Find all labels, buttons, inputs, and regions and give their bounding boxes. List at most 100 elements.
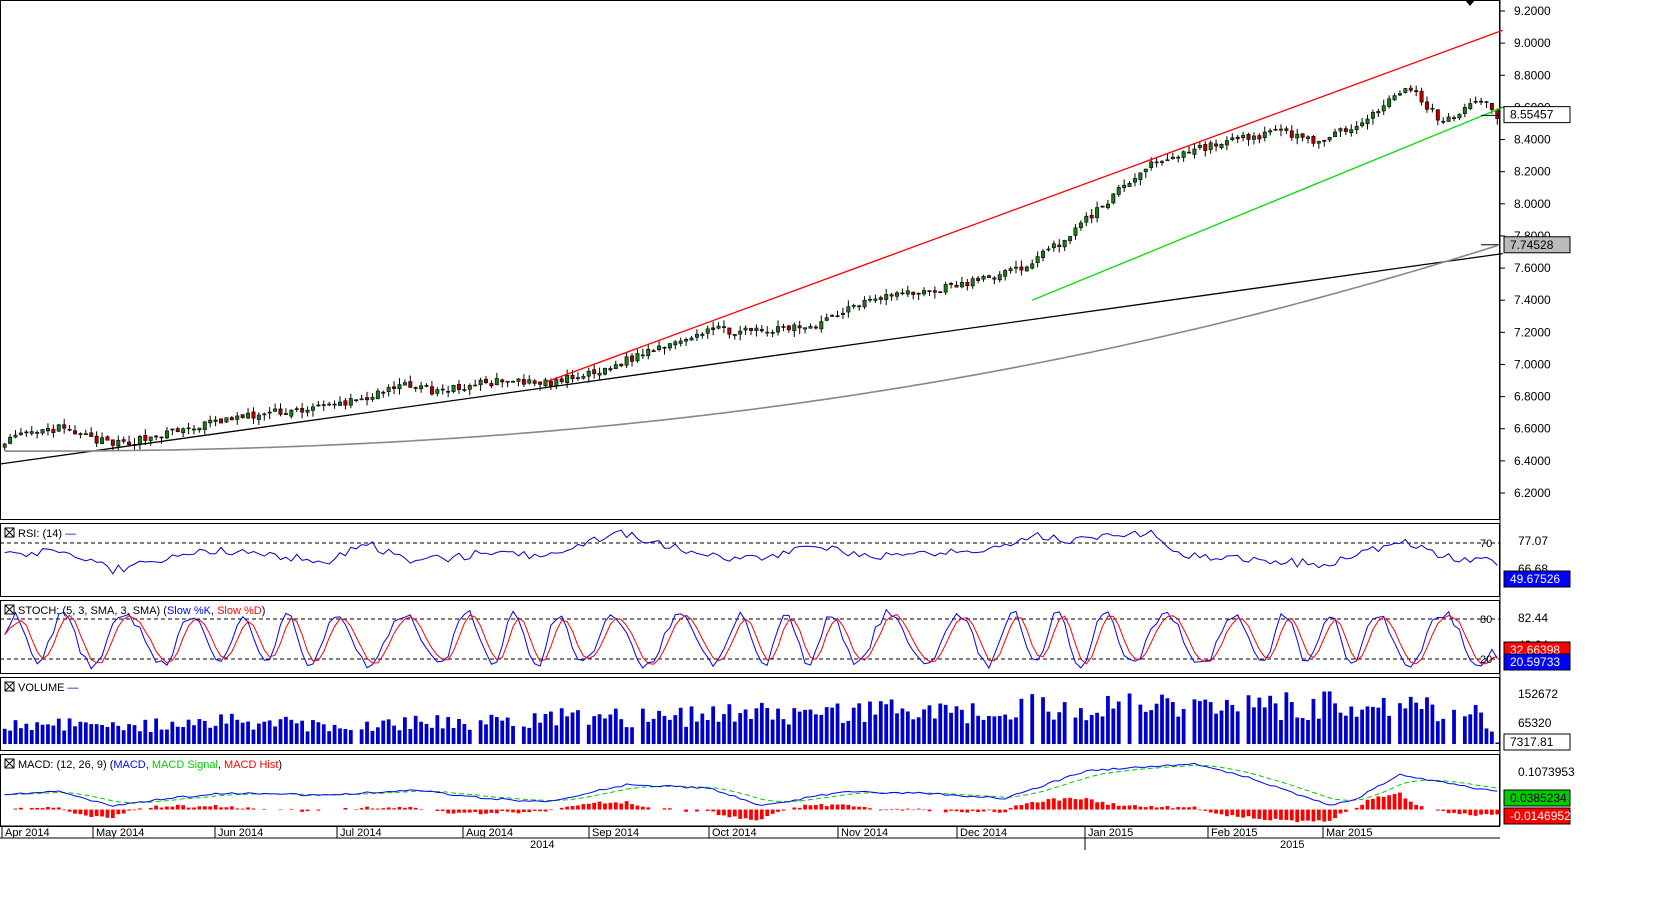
bull-candle <box>1035 256 1040 263</box>
volume-bar <box>494 717 499 744</box>
volume-bar <box>759 702 764 744</box>
macd-hist-bar <box>1435 809 1440 811</box>
macd-hist-bar <box>1230 809 1235 816</box>
macd-hist-bar <box>716 809 721 816</box>
title-part: Slow %K <box>167 605 212 617</box>
macd-hist-bar <box>927 809 932 812</box>
macd-hist-bar <box>1106 804 1110 810</box>
macd-hist-bar <box>505 809 510 812</box>
macd-hist-bar <box>592 802 597 810</box>
volume-bar <box>143 719 148 744</box>
macd-hist-bar <box>997 809 1002 813</box>
macd-hist-bar <box>1143 807 1148 810</box>
bear-candle <box>1187 151 1192 154</box>
macd-hist-bar <box>375 808 380 810</box>
volume-bar <box>695 721 699 744</box>
macd-hist-bar <box>878 809 883 811</box>
volume-bar <box>78 721 83 744</box>
macd-hist-bar <box>359 808 364 810</box>
bear-candle <box>1452 117 1457 119</box>
volume-bar <box>267 720 272 744</box>
bull-candle <box>148 436 153 441</box>
volume-bar <box>1414 702 1419 744</box>
bull-candle <box>635 353 640 362</box>
volume-bar <box>565 716 570 744</box>
macd-hist-bar <box>13 808 18 810</box>
macd-hist-bar <box>1051 798 1056 810</box>
volume-bar <box>657 710 661 744</box>
volume-bar <box>402 717 407 744</box>
macd-hist-bar <box>132 809 137 811</box>
volume-bar <box>916 717 921 744</box>
volume-bar <box>1181 708 1186 744</box>
bull-candle <box>181 428 186 433</box>
macd-hist-bar <box>1484 809 1489 815</box>
bear-candle <box>1495 109 1500 119</box>
volume-bar <box>186 719 191 744</box>
rsi-current-label: 49.67526 <box>1510 572 1560 586</box>
macd-hist-bar <box>1273 809 1278 819</box>
bear-candle <box>1246 134 1251 140</box>
bear-candle <box>121 439 126 442</box>
volume-bar <box>1495 742 1500 744</box>
bull-candle <box>1046 248 1051 251</box>
volume-bar <box>451 727 456 744</box>
macd-hist-bar <box>478 809 483 815</box>
bear-candle <box>365 397 370 401</box>
volume-bar <box>689 706 694 744</box>
bull-candle <box>1360 122 1365 127</box>
macd-hist-bar <box>586 803 591 810</box>
bear-candle <box>938 291 943 293</box>
macd-hist-bar <box>754 809 759 821</box>
macd-hist-bar <box>630 804 634 810</box>
bear-candle <box>570 374 575 379</box>
macd-hist-bar <box>1170 808 1175 810</box>
bull-candle <box>1181 151 1186 158</box>
bull-candle <box>905 290 910 295</box>
bear-candle <box>62 424 67 429</box>
bear-candle <box>759 329 764 332</box>
bear-candle <box>608 368 613 371</box>
macd-hist-bar <box>646 807 651 810</box>
bull-candle <box>792 324 797 332</box>
macd-hist-bar <box>1014 805 1018 810</box>
macd-hist-bar <box>570 806 575 810</box>
volume-bar <box>1295 717 1300 744</box>
bull-candle <box>867 298 872 301</box>
macd-hist-bar <box>451 809 456 814</box>
volume-bar <box>1041 697 1045 744</box>
volume-bar <box>294 723 299 744</box>
price-tick-label: 6.6000 <box>1514 422 1551 436</box>
volume-bar <box>305 731 310 744</box>
macd-hist-bar <box>1176 807 1181 810</box>
macd-hist-bar <box>83 809 88 816</box>
bull-candle <box>830 315 835 317</box>
bull-candle <box>543 379 548 387</box>
volume-bar <box>597 714 602 744</box>
bear-candle <box>619 363 624 367</box>
bear-candle <box>1425 101 1429 110</box>
bear-candle <box>489 383 494 387</box>
volume-bar <box>219 714 223 744</box>
macd-hist-bar <box>797 807 802 810</box>
macd-hist-bar <box>1284 809 1289 820</box>
bear-candle <box>986 275 991 278</box>
bear-candle <box>813 326 818 329</box>
bear-candle <box>976 277 981 281</box>
macd-hist-bar <box>1392 794 1397 810</box>
bear-candle <box>94 435 99 444</box>
stoch-level-label: 20 <box>1480 654 1492 666</box>
bull-candle <box>1068 236 1073 242</box>
macd-hist-bar <box>1387 795 1392 810</box>
volume-bar <box>1176 716 1181 744</box>
bear-candle <box>1235 136 1240 140</box>
volume-bar <box>992 716 997 744</box>
volume-bar <box>24 723 29 744</box>
volume-bar <box>1008 719 1013 744</box>
volume-bar <box>1468 714 1473 744</box>
bull-candle <box>1268 130 1273 133</box>
volume-bar <box>67 718 72 744</box>
macd-hist-bar <box>943 809 948 813</box>
macd-hist-bar <box>711 809 716 812</box>
